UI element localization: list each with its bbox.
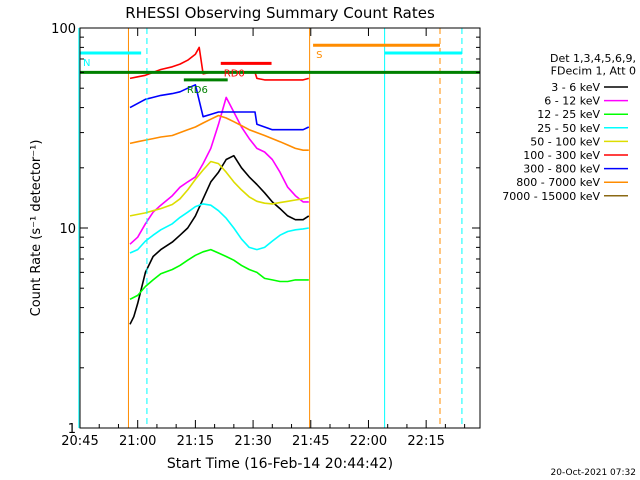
footer-timestamp: 20-Oct-2021 07:32: [551, 468, 636, 478]
vertical-markers: [78, 28, 463, 428]
flag-bars: N S RD0 RD6: [80, 43, 480, 96]
y-tick-label-1: 10: [59, 222, 76, 237]
legend-label-8: 7000 - 15000 keV: [502, 190, 600, 203]
legend-label-4: 50 - 100 keV: [530, 135, 600, 148]
flag-label-3: S: [316, 50, 322, 61]
legend-label-0: 3 - 6 keV: [551, 81, 600, 94]
legend-header-0: Det 1,3,4,5,6,9,: [550, 52, 636, 65]
legend-label-1: 6 - 12 keV: [544, 95, 600, 108]
x-axis-label: Start Time (16-Feb-14 20:44:42): [167, 456, 393, 472]
series-line-6: [129, 84, 310, 131]
x-tick-label-5: 22:00: [350, 434, 387, 449]
x-tick-label-6: 22:15: [407, 434, 444, 449]
series-line-4: [129, 160, 309, 217]
series-line-5: [129, 46, 310, 81]
flag-label-5: RD6: [187, 85, 208, 96]
plot-frame: [79, 27, 481, 429]
x-tick-label-4: 21:45: [292, 434, 329, 449]
chart-title: RHESSI Observing Summary Count Rates: [125, 4, 435, 22]
legend-label-2: 12 - 25 keV: [537, 108, 600, 121]
y-axis-label: Count Rate (s⁻¹ detector⁻¹): [29, 140, 44, 317]
series-line-1: [129, 96, 309, 245]
series-lines: [129, 46, 310, 325]
flag-label-1: N: [83, 58, 90, 69]
y-tick-label-0: 1: [68, 422, 76, 437]
x-tick-label-1: 21:00: [119, 434, 156, 449]
legend-label-5: 100 - 300 keV: [523, 149, 600, 162]
x-tick-label-3: 21:30: [234, 434, 271, 449]
series-line-3: [129, 203, 309, 254]
legend: Det 1,3,4,5,6,9,FDecim 1, Att 0 3 - 6 keV…: [502, 52, 636, 203]
legend-label-6: 300 - 800 keV: [523, 163, 600, 176]
axes-ticks: 20:45 21:00 21:15 21:30 21:45 22:00 22:15 1 10 10…: [51, 22, 480, 449]
legend-label-7: 800 - 7000 keV: [516, 176, 600, 189]
legend-label-3: 25 - 50 keV: [537, 122, 600, 135]
x-tick-label-2: 21:15: [177, 434, 214, 449]
flag-label-4: RD0: [224, 68, 245, 79]
legend-header-1: FDecim 1, Att 0: [551, 65, 636, 78]
series-line-0: [129, 154, 310, 325]
x-tick-label-0: 20:45: [61, 434, 98, 449]
series-line-2: [129, 248, 309, 301]
series-line-7: [129, 114, 309, 151]
y-tick-label-2: 100: [51, 22, 76, 37]
